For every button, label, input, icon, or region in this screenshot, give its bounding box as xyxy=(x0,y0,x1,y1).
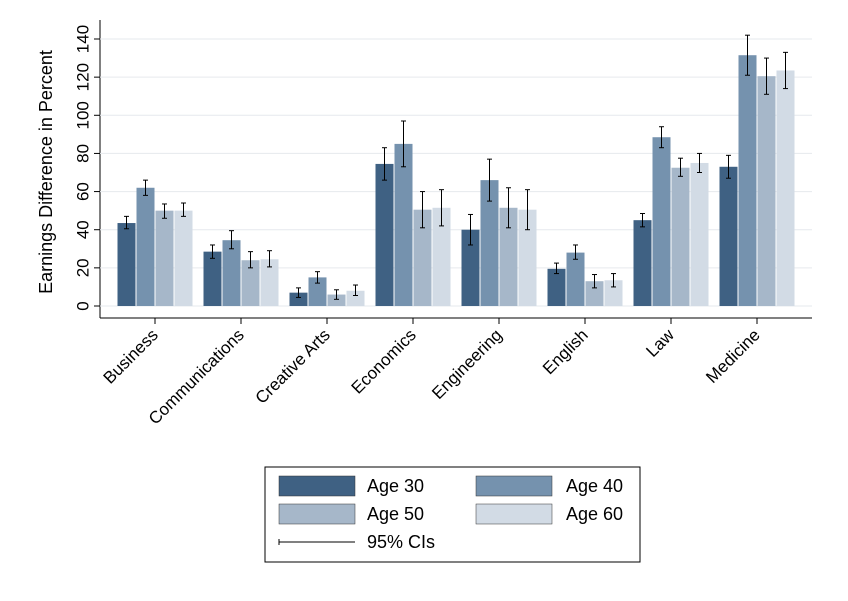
bar xyxy=(499,207,518,306)
error-bar xyxy=(296,287,301,298)
legend-label: Age 50 xyxy=(367,504,424,524)
error-bar xyxy=(783,51,788,90)
error-bar xyxy=(611,273,616,288)
legend-label: Age 60 xyxy=(566,504,623,524)
bar xyxy=(566,252,585,306)
bar xyxy=(480,180,499,306)
error-bar xyxy=(162,203,167,219)
bar xyxy=(155,210,174,306)
y-tick-label: 100 xyxy=(73,101,92,129)
y-tick-label: 80 xyxy=(73,144,92,163)
error-bar xyxy=(439,189,444,227)
bar xyxy=(241,260,260,306)
bar xyxy=(757,76,776,306)
bar xyxy=(413,209,432,306)
error-bar xyxy=(506,187,511,229)
bar xyxy=(738,55,757,307)
error-bar xyxy=(248,251,253,269)
legend-swatch xyxy=(475,475,553,497)
y-tick-label: 140 xyxy=(73,25,92,53)
legend-label: Age 40 xyxy=(566,476,623,496)
error-bar xyxy=(640,213,645,228)
error-bar xyxy=(468,213,473,246)
legend-swatch xyxy=(475,503,553,525)
bar xyxy=(222,240,241,306)
error-bar xyxy=(229,230,234,250)
y-tick-label: 0 xyxy=(73,301,92,310)
y-tick-label: 60 xyxy=(73,182,92,201)
error-bar xyxy=(659,126,664,149)
y-axis-label: Earnings Difference in Percent xyxy=(36,50,56,294)
bar xyxy=(289,292,308,306)
error-bar xyxy=(678,157,683,177)
error-bar xyxy=(420,191,425,229)
bar xyxy=(327,294,346,306)
error-bar xyxy=(124,215,129,230)
error-bar xyxy=(554,262,559,275)
bar xyxy=(394,143,413,306)
legend-label: Age 30 xyxy=(367,476,424,496)
error-bar xyxy=(210,244,215,259)
error-bar xyxy=(353,284,358,297)
error-bar xyxy=(697,152,702,173)
y-tick-label: 120 xyxy=(73,63,92,91)
bar xyxy=(203,251,222,306)
error-bar xyxy=(525,189,530,231)
legend-swatch xyxy=(278,503,356,525)
error-bar xyxy=(573,244,578,260)
error-bar xyxy=(487,158,492,202)
error-bar xyxy=(401,120,406,168)
error-bar xyxy=(181,202,186,217)
error-bar xyxy=(745,34,750,76)
bar xyxy=(346,290,365,306)
y-tick-label: 40 xyxy=(73,220,92,239)
bar xyxy=(136,187,155,306)
error-bar xyxy=(382,147,387,181)
bar xyxy=(174,210,193,306)
bar xyxy=(375,163,394,306)
error-bar xyxy=(143,179,148,196)
error-bar xyxy=(726,154,731,179)
error-bar xyxy=(592,274,597,289)
error-bar xyxy=(267,250,272,268)
error-bar xyxy=(764,57,769,95)
bar xyxy=(308,277,327,306)
error-bar xyxy=(334,289,339,300)
bar xyxy=(260,259,279,306)
bar xyxy=(547,268,566,306)
legend-label: 95% CIs xyxy=(367,532,435,552)
error-bar xyxy=(315,271,320,284)
bar xyxy=(585,281,604,306)
bar xyxy=(117,223,136,306)
bar xyxy=(432,207,451,306)
bar xyxy=(690,162,709,306)
bar xyxy=(652,137,671,306)
bar xyxy=(604,280,623,306)
y-tick-label: 20 xyxy=(73,258,92,277)
bar xyxy=(518,209,537,306)
bar xyxy=(671,167,690,306)
bar xyxy=(719,166,738,306)
bar xyxy=(776,70,795,306)
bar xyxy=(461,229,480,306)
legend-swatch xyxy=(278,475,356,497)
bar xyxy=(633,220,652,306)
